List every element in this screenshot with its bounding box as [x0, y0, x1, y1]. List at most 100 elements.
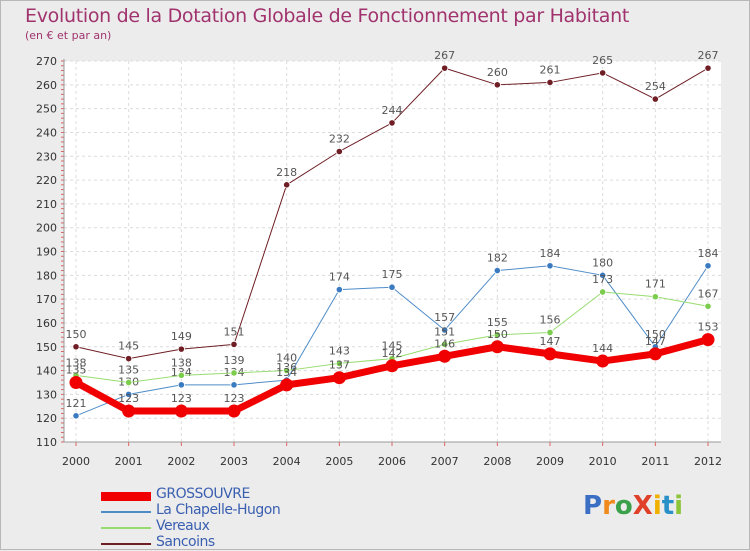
- data-label: 267: [434, 49, 455, 62]
- data-point: [177, 371, 185, 379]
- data-label: 134: [276, 366, 297, 379]
- y-tick-label: 180: [36, 269, 57, 282]
- data-label: 157: [434, 311, 455, 324]
- legend-label: Vereaux: [156, 518, 210, 534]
- x-tick-label: 2011: [641, 455, 669, 468]
- legend-label: La Chapelle-Hugon: [156, 502, 281, 518]
- data-point: [174, 404, 188, 418]
- data-label: 184: [698, 247, 719, 260]
- data-label: 142: [382, 347, 403, 360]
- data-point: [648, 347, 662, 361]
- data-point: [122, 404, 136, 418]
- x-tick-label: 2003: [220, 455, 248, 468]
- data-label: 147: [645, 335, 666, 348]
- data-label: 267: [698, 49, 719, 62]
- logo-letter: i: [652, 491, 662, 521]
- data-label: 137: [329, 359, 350, 372]
- data-label: 144: [592, 342, 613, 355]
- y-tick-label: 120: [36, 412, 57, 425]
- data-point: [596, 354, 610, 368]
- data-label: 167: [698, 287, 719, 300]
- data-label: 123: [118, 392, 139, 405]
- x-tick-label: 2008: [483, 455, 511, 468]
- data-point: [125, 378, 133, 387]
- data-point: [177, 381, 185, 389]
- data-point: [332, 371, 346, 385]
- data-point: [651, 95, 659, 103]
- data-point: [125, 390, 133, 398]
- legend-swatch: [101, 527, 151, 529]
- x-tick-label: 2006: [378, 455, 406, 468]
- data-label: 173: [592, 273, 613, 286]
- data-label: 150: [66, 328, 87, 341]
- data-point: [69, 375, 83, 389]
- data-label: 175: [382, 268, 403, 281]
- data-label: 145: [118, 340, 139, 353]
- data-label: 140: [276, 352, 297, 365]
- data-label: 260: [487, 66, 508, 79]
- x-tick-label: 2010: [589, 455, 617, 468]
- y-tick-label: 200: [36, 222, 57, 235]
- legend-swatch: [101, 511, 151, 513]
- x-tick-label: 2012: [694, 455, 722, 468]
- y-tick-label: 160: [36, 317, 57, 330]
- y-tick-label: 210: [36, 198, 57, 211]
- y-tick-label: 140: [36, 365, 57, 378]
- data-point: [335, 359, 343, 368]
- x-tick-label: 2007: [431, 455, 459, 468]
- data-point: [438, 349, 452, 363]
- data-point: [441, 340, 449, 348]
- data-label: 232: [329, 132, 350, 145]
- data-label: 135: [118, 363, 139, 376]
- data-label: 184: [540, 247, 561, 260]
- data-label: 138: [66, 356, 87, 369]
- chart-subtitle: (en € et par an): [25, 29, 112, 42]
- data-point: [125, 355, 133, 363]
- y-tick-label: 230: [36, 150, 57, 163]
- logo-letter: o: [614, 491, 633, 521]
- x-tick-label: 2005: [325, 455, 353, 468]
- y-tick-label: 270: [36, 55, 57, 68]
- y-tick-label: 110: [36, 436, 57, 449]
- data-label: 143: [329, 344, 350, 357]
- data-label: 180: [592, 256, 613, 269]
- data-label: 244: [382, 104, 403, 117]
- data-point: [546, 78, 554, 87]
- data-label: 146: [434, 337, 455, 350]
- data-point: [283, 181, 291, 189]
- series-sancoins: 150 145 149 151 218 232 244 267 260 261 265 254 267: [66, 49, 719, 363]
- data-point: [385, 359, 399, 373]
- data-label: 155: [487, 316, 508, 329]
- data-point: [230, 369, 238, 377]
- data-point: [335, 147, 343, 156]
- data-point: [546, 262, 554, 270]
- data-point: [493, 266, 501, 275]
- data-label: 147: [540, 335, 561, 348]
- data-point: [335, 285, 343, 294]
- legend-swatch: [101, 491, 151, 501]
- data-label: 171: [645, 278, 666, 291]
- data-label: 145: [382, 340, 403, 353]
- data-label: 151: [224, 325, 245, 338]
- data-label: 174: [329, 271, 350, 284]
- data-point: [599, 288, 607, 296]
- data-point: [72, 412, 80, 420]
- data-label: 218: [276, 166, 297, 179]
- legend-label: Sancoins: [156, 534, 215, 550]
- data-label: 182: [487, 252, 508, 265]
- data-point: [599, 271, 607, 279]
- y-tick-label: 260: [36, 79, 57, 92]
- logo-letter: i: [674, 491, 684, 521]
- data-label: 150: [645, 328, 666, 341]
- logo-letter: P: [583, 491, 603, 521]
- data-label: 265: [592, 54, 613, 67]
- x-tick-label: 2009: [536, 455, 564, 468]
- data-point: [280, 378, 294, 392]
- legend-swatch: [101, 543, 151, 545]
- data-label: 138: [171, 356, 192, 369]
- y-tick-label: 240: [36, 126, 57, 139]
- data-point: [651, 293, 659, 301]
- data-point: [493, 331, 501, 339]
